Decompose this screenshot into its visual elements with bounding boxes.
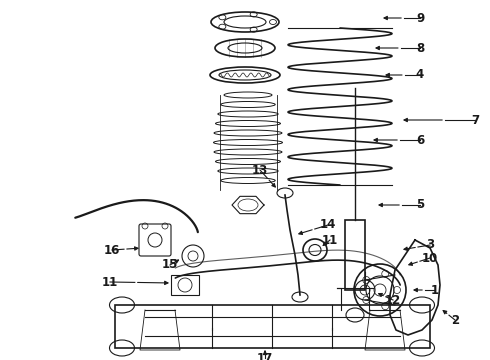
Bar — [115, 305, 430, 348]
Text: 5: 5 — [416, 198, 424, 211]
Text: 7: 7 — [471, 113, 479, 126]
Text: 17: 17 — [257, 351, 273, 360]
Text: 6: 6 — [416, 134, 424, 147]
Text: 12: 12 — [385, 293, 401, 306]
Text: 3: 3 — [426, 238, 434, 252]
Text: 14: 14 — [320, 219, 336, 231]
Text: 4: 4 — [416, 68, 424, 81]
Text: 9: 9 — [416, 12, 424, 24]
Text: 1: 1 — [431, 284, 439, 297]
Text: 11: 11 — [102, 275, 118, 288]
Text: 2: 2 — [451, 314, 459, 327]
Text: 15: 15 — [162, 258, 178, 271]
Text: 11: 11 — [322, 234, 338, 247]
Bar — [345, 220, 365, 290]
Text: 8: 8 — [416, 41, 424, 54]
Text: 10: 10 — [422, 252, 438, 265]
Text: 13: 13 — [252, 163, 268, 176]
Text: 16: 16 — [104, 243, 120, 256]
Bar — [171, 275, 199, 295]
